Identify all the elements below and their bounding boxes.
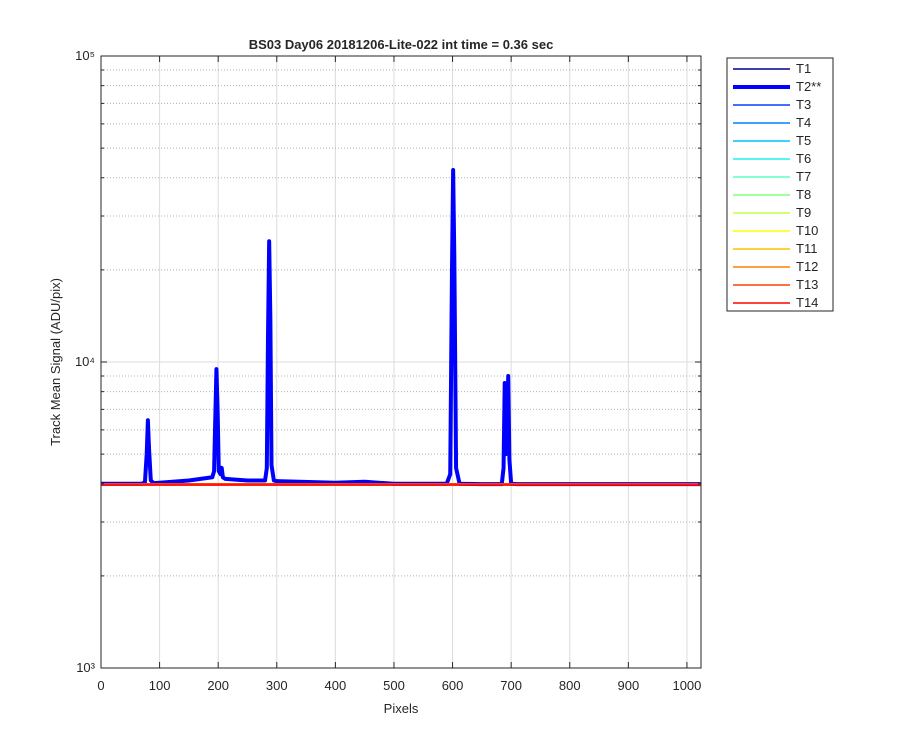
y-tick-label: 10⁵ bbox=[75, 48, 95, 63]
x-tick-label: 700 bbox=[500, 678, 522, 693]
legend-label: T13 bbox=[796, 277, 818, 292]
legend: T1 T2** T3 T4 T5 T6 T7 T8 T9 T10 T11 T12 T13 T14 bbox=[733, 61, 821, 310]
series-line bbox=[101, 168, 701, 487]
lines bbox=[101, 168, 701, 487]
x-axis-label: Pixels bbox=[384, 701, 419, 716]
legend-label: T8 bbox=[796, 187, 811, 202]
x-tick-label: 600 bbox=[442, 678, 464, 693]
x-tick-label: 200 bbox=[207, 678, 229, 693]
legend-label: T4 bbox=[796, 115, 811, 130]
x-tick-label: 300 bbox=[266, 678, 288, 693]
x-tick-label: 900 bbox=[617, 678, 639, 693]
chart-title: BS03 Day06 20181206-Lite-022 int time = … bbox=[249, 37, 554, 52]
legend-label: T2** bbox=[796, 79, 821, 94]
legend-label: T1 bbox=[796, 61, 811, 76]
legend-label: T5 bbox=[796, 133, 811, 148]
legend-label: T3 bbox=[796, 97, 811, 112]
legend-label: T10 bbox=[796, 223, 818, 238]
x-tick-label: 0 bbox=[97, 678, 104, 693]
x-tick-label: 1000 bbox=[672, 678, 701, 693]
y-axis-label: Track Mean Signal (ADU/pix) bbox=[48, 278, 63, 446]
x-tick-label: 500 bbox=[383, 678, 405, 693]
legend-label: T9 bbox=[796, 205, 811, 220]
x-tick-label: 400 bbox=[325, 678, 347, 693]
y-tick-label: 10³ bbox=[76, 660, 95, 675]
x-tick-label: 100 bbox=[149, 678, 171, 693]
grid bbox=[100, 55, 701, 669]
legend-label: T11 bbox=[796, 241, 817, 256]
legend-label: T6 bbox=[796, 151, 811, 166]
legend-label: T7 bbox=[796, 169, 811, 184]
ticks: 0 100 200 300 400 500 600 700 800 900 1000 10³ 10⁴ 10… bbox=[75, 48, 701, 693]
legend-label: T12 bbox=[796, 259, 818, 274]
x-tick-label: 800 bbox=[559, 678, 581, 693]
legend-label: T14 bbox=[796, 295, 818, 310]
y-tick-label: 10⁴ bbox=[75, 354, 95, 369]
legend-box bbox=[726, 57, 834, 312]
